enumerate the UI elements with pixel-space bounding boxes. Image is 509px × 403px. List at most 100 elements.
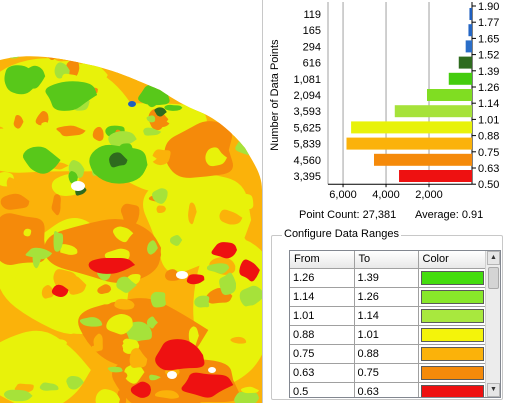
range-color-cell[interactable] <box>418 325 487 345</box>
range-to-cell[interactable]: 1.01 <box>354 325 419 345</box>
bin-boundary-label: 1.01 <box>478 114 499 126</box>
table-row[interactable]: 0.63 0.75 <box>290 363 487 383</box>
bin-count-label: 5,839 <box>293 139 321 151</box>
range-from-cell[interactable]: 0.63 <box>290 363 355 383</box>
surface-patch <box>230 336 247 344</box>
surface-patch <box>56 125 86 137</box>
heatmap-view[interactable] <box>0 0 262 403</box>
table-header-row: From To Color <box>290 251 487 269</box>
surface-patch <box>183 218 205 229</box>
range-to-cell[interactable]: 1.14 <box>354 306 419 326</box>
surface-patch <box>129 348 148 368</box>
range-color-cell[interactable] <box>418 382 487 397</box>
surface-patch <box>115 340 124 346</box>
range-from-cell[interactable]: 0.5 <box>290 382 355 397</box>
surface-patch <box>219 272 236 295</box>
surface-patch <box>51 194 61 216</box>
scroll-down-arrow-icon[interactable]: ▼ <box>487 383 500 397</box>
surface-hotspot <box>51 284 69 298</box>
table-row[interactable]: 0.75 0.88 <box>290 344 487 364</box>
surface-patch <box>66 60 80 79</box>
surface-patch <box>254 66 262 84</box>
scroll-thumb[interactable] <box>488 267 499 289</box>
count-tick-label: 6,000 <box>329 189 357 201</box>
range-from-cell[interactable]: 0.88 <box>290 325 355 345</box>
table-row[interactable]: 0.88 1.01 <box>290 325 487 345</box>
surface-patch <box>237 253 257 260</box>
table-row[interactable]: 1.26 1.39 <box>290 268 487 288</box>
surface-patch <box>88 247 106 256</box>
range-color-cell[interactable] <box>418 363 487 383</box>
column-header-from[interactable]: From <box>290 251 355 269</box>
data-ranges-table: From To Color 1.26 1.39 1.14 1.26 1.01 1.14 0.… <box>290 251 487 397</box>
surface-patch <box>124 364 145 384</box>
histogram-bar <box>351 121 472 134</box>
table-row[interactable]: 1.14 1.26 <box>290 287 487 307</box>
surface-patch <box>6 177 16 193</box>
range-from-cell[interactable]: 1.01 <box>290 306 355 326</box>
surface-patch <box>120 203 140 227</box>
range-from-cell[interactable]: 1.26 <box>290 268 355 288</box>
bin-count-label: 119 <box>303 9 321 21</box>
bin-boundary-label: 0.63 <box>478 163 499 175</box>
bin-count-label: 3,395 <box>293 171 321 183</box>
count-tick-label: 4,000 <box>372 189 400 201</box>
vertical-scrollbar[interactable]: ▲ ▼ <box>485 251 500 397</box>
surface-patch <box>205 147 227 167</box>
range-from-cell[interactable]: 0.75 <box>290 344 355 364</box>
surface-patch <box>41 285 55 299</box>
surface-patch <box>67 275 87 295</box>
surface-patch <box>164 104 183 111</box>
range-from-cell[interactable]: 1.14 <box>290 287 355 307</box>
surface-patch <box>241 83 262 99</box>
bin-boundary-label: 1.90 <box>478 1 499 13</box>
range-to-cell[interactable]: 0.75 <box>354 363 419 383</box>
surface-patch <box>206 311 232 320</box>
surface-patch <box>11 194 24 201</box>
range-to-cell[interactable]: 0.63 <box>354 382 419 397</box>
bin-count-label: 4,560 <box>293 155 321 167</box>
surface-patch <box>150 291 166 308</box>
range-color-cell[interactable] <box>418 268 487 288</box>
color-swatch[interactable] <box>420 289 484 304</box>
column-header-to[interactable]: To <box>354 251 419 269</box>
surface-patch <box>147 47 157 54</box>
range-to-cell[interactable]: 0.88 <box>354 344 419 364</box>
color-swatch[interactable] <box>420 327 484 342</box>
surface-patch <box>23 228 32 237</box>
surface-patch <box>114 298 135 310</box>
surface-patch <box>152 188 168 204</box>
color-swatch[interactable] <box>420 308 484 323</box>
range-to-cell[interactable]: 1.39 <box>354 268 419 288</box>
column-header-color[interactable]: Color <box>418 251 487 269</box>
data-ranges-grid[interactable]: From To Color 1.26 1.39 1.14 1.26 1.01 1.14 0.… <box>289 250 501 398</box>
color-swatch[interactable] <box>420 365 484 380</box>
surface-patch <box>152 149 171 166</box>
heatmap-canvas[interactable] <box>0 0 262 403</box>
histogram-chart: 119 1.90 165 1.77 294 1.65 616 1.52 1,081 1.39 2,0… <box>269 1 499 201</box>
surface-patch <box>72 205 105 212</box>
table-row[interactable]: 0.5 0.63 <box>290 382 487 397</box>
bin-count-label: 3,593 <box>293 106 321 118</box>
color-swatch[interactable] <box>420 270 484 285</box>
color-swatch[interactable] <box>420 346 484 361</box>
range-color-cell[interactable] <box>418 344 487 364</box>
surface-patch <box>46 344 72 362</box>
range-to-cell[interactable]: 1.26 <box>354 287 419 307</box>
surface-patch <box>188 202 197 225</box>
surface-patch <box>206 263 230 274</box>
surface-void <box>176 271 188 279</box>
surface-patch <box>168 56 186 61</box>
table-row[interactable]: 1.01 1.14 <box>290 306 487 326</box>
surface-patch <box>61 73 80 82</box>
surface-patch <box>212 57 225 67</box>
pane-splitter[interactable] <box>262 0 263 403</box>
surface-patch <box>188 326 199 348</box>
scroll-up-arrow-icon[interactable]: ▲ <box>487 251 500 265</box>
surface-patch <box>143 127 162 136</box>
color-swatch[interactable] <box>420 384 484 397</box>
surface-hotspot <box>211 242 237 259</box>
range-color-cell[interactable] <box>418 306 487 326</box>
range-color-cell[interactable] <box>418 287 487 307</box>
bin-count-label: 5,625 <box>293 122 321 134</box>
